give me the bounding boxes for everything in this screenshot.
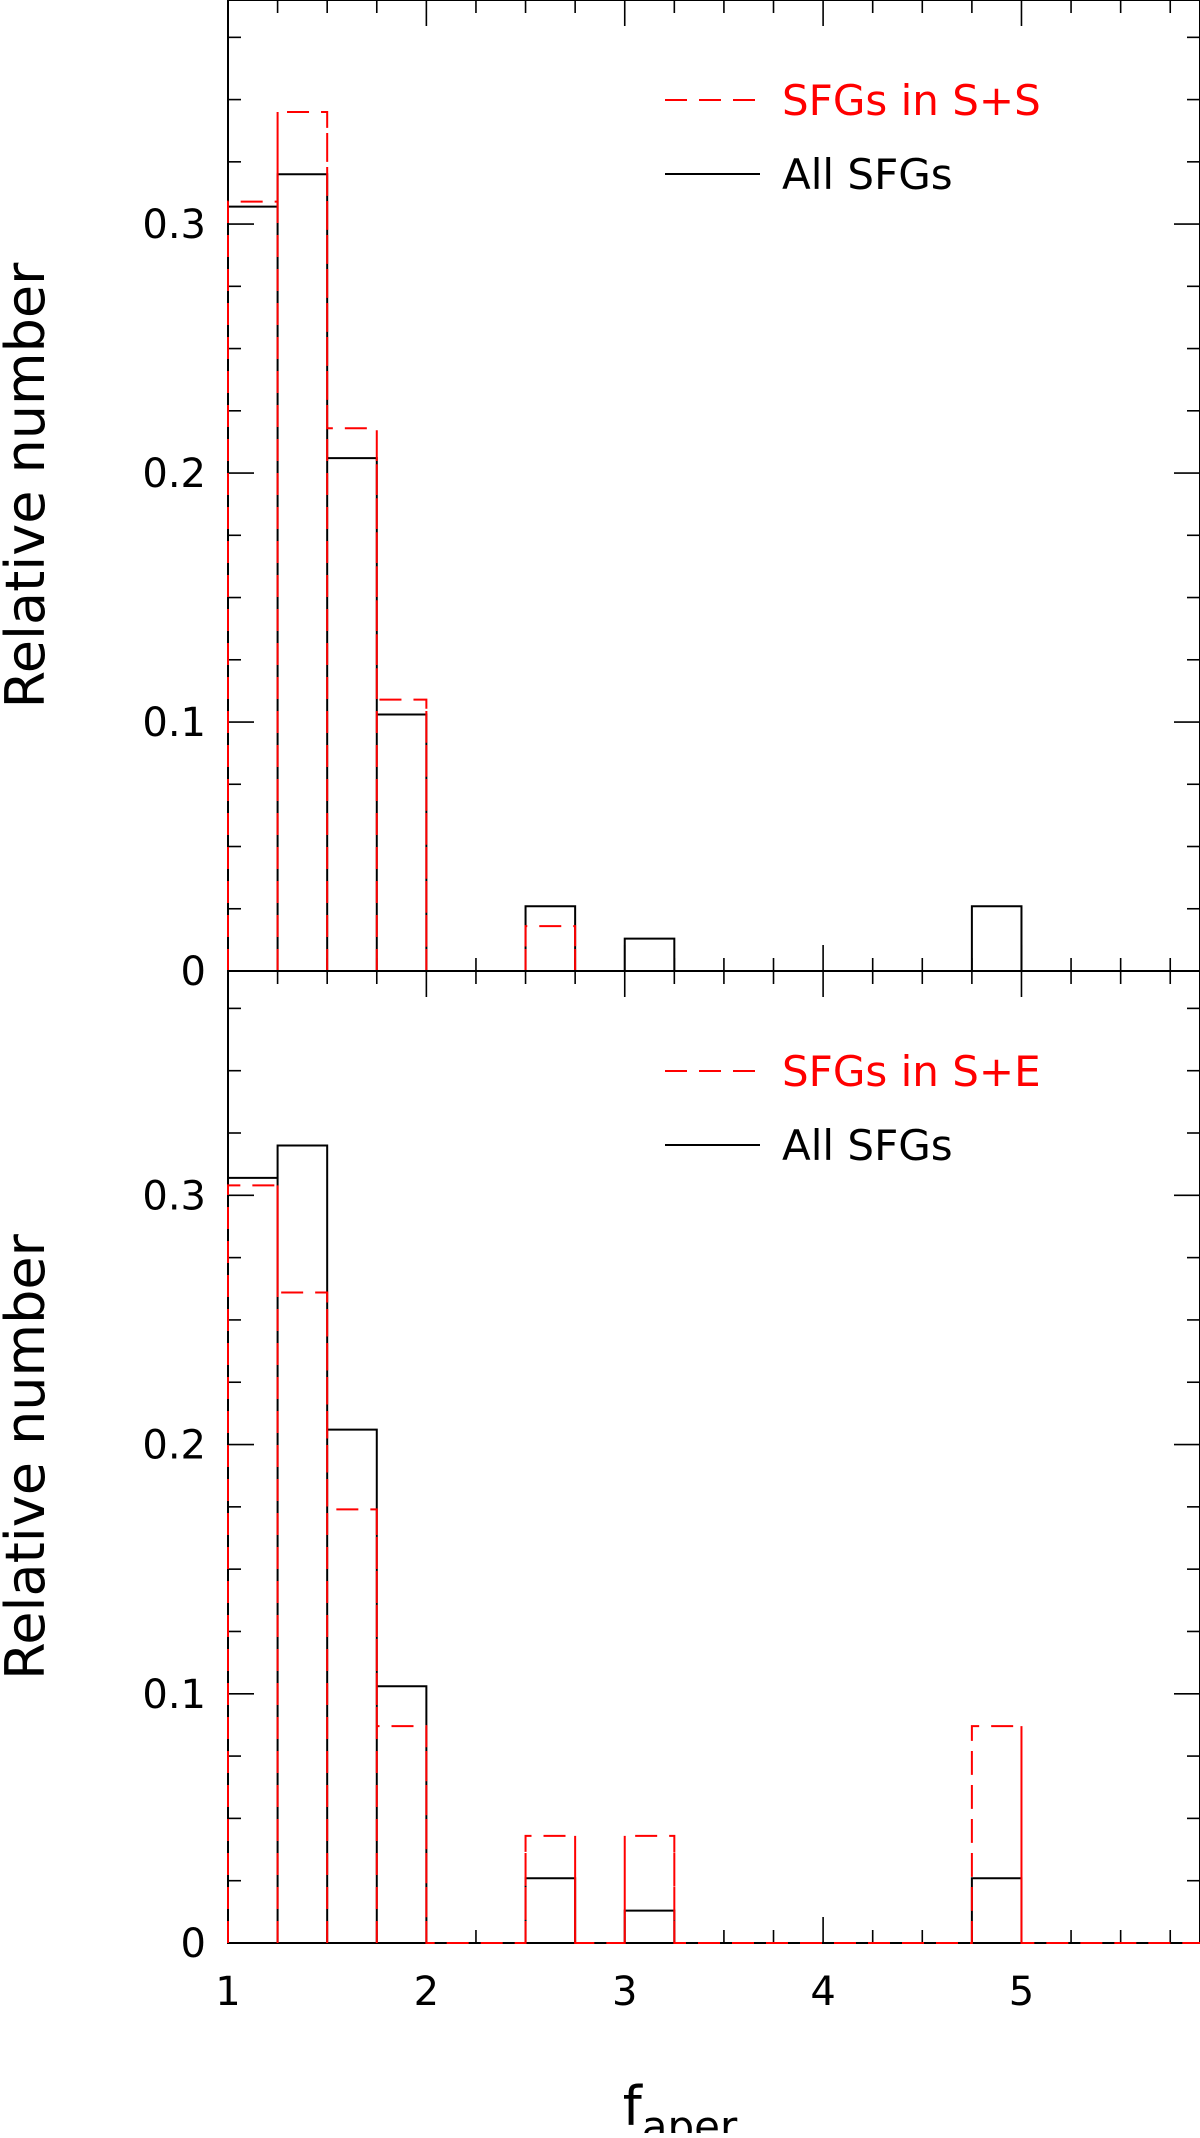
bottom-legend-label: SFGs in S+E: [782, 1047, 1041, 1096]
bottom-ytick-label: 0.3: [142, 1173, 206, 1219]
bottom-series-dashed: [227, 1184, 1200, 1944]
bottom-xtick-label: 5: [1009, 1969, 1034, 2015]
bottom-xtick-label: 4: [810, 1969, 835, 2015]
bottom-xtick-label: 1: [215, 1969, 240, 2015]
bottom-series-solid: [227, 1144, 1200, 1944]
top-ytick-label: 0: [181, 949, 206, 995]
top-series-solid: [227, 173, 1200, 972]
top-legend-label: All SFGs: [782, 150, 953, 199]
top-ytick-label: 0.2: [142, 451, 206, 497]
top-panel-frame: [227, 0, 1200, 972]
bottom-legend-label: All SFGs: [782, 1121, 953, 1170]
bottom-xlabel: faper: [623, 2075, 738, 2133]
bottom-ytick-label: 0.1: [142, 1672, 206, 1718]
bottom-ytick-label: 0.2: [142, 1423, 206, 1469]
bottom-ylabel: Relative number: [0, 1233, 57, 1679]
bottom-xtick-label: 2: [414, 1969, 439, 2015]
top-ytick-label: 0.1: [142, 700, 206, 746]
top-series-dashed: [227, 111, 1200, 972]
bottom-ytick-label: 0: [181, 1921, 206, 1967]
bottom-panel-frame: [227, 970, 1200, 1944]
top-ytick-label: 0.3: [142, 202, 206, 248]
top-ylabel: Relative number: [0, 262, 57, 708]
bottom-xtick-label: 3: [612, 1969, 637, 2015]
top-legend-label: SFGs in S+S: [782, 76, 1041, 125]
